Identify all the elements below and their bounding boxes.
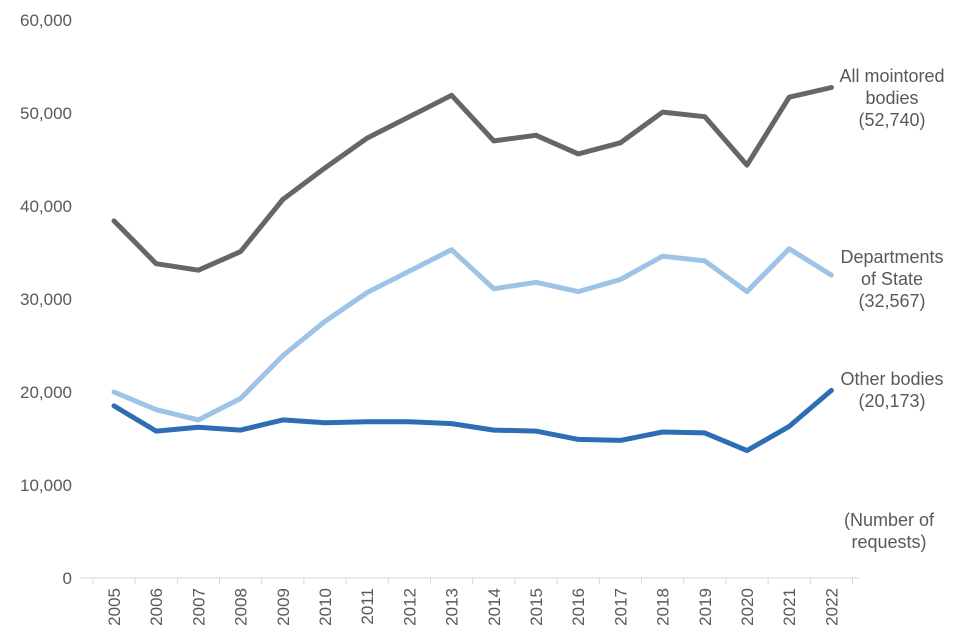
x-tick-label: 2010	[316, 588, 335, 626]
x-tick-label: 2017	[611, 588, 630, 626]
y-tick-label: 30,000	[20, 290, 72, 309]
x-tick-label: 2013	[443, 588, 462, 626]
x-tick-label: 2021	[780, 588, 799, 626]
series-label: Departments	[840, 247, 943, 267]
y-tick-label: 60,000	[20, 11, 72, 30]
x-tick-label: 2020	[738, 588, 757, 626]
x-tick-label: 2011	[358, 588, 377, 625]
series-label: (52,740)	[858, 110, 925, 130]
x-tick-label: 2015	[527, 588, 546, 626]
series-line-2	[111, 387, 834, 454]
y-tick-label: 20,000	[20, 383, 72, 402]
unit-note-line-2: requests)	[851, 532, 926, 552]
series-lines	[111, 85, 834, 454]
x-tick-label: 2006	[147, 588, 166, 626]
series-line-1	[111, 246, 834, 423]
series-label: (32,567)	[858, 291, 925, 311]
x-tick-label: 2018	[654, 588, 673, 626]
y-tick-label: 0	[63, 569, 72, 588]
series-label: of State	[861, 269, 923, 289]
series-label: All mointored	[839, 66, 944, 86]
y-axis: 0 10,000 20,000 30,000 40,000 50,000 60,000	[20, 11, 72, 588]
x-axis: 2005 2006 2007 2008 2009 2010 2011 2012 2013 2014…	[80, 577, 860, 626]
x-tick-label: 2019	[696, 588, 715, 626]
series-line-0	[111, 85, 834, 273]
x-tick-label: 2008	[232, 588, 251, 626]
x-tick-label: 2012	[400, 588, 419, 626]
series-label: Other bodies	[840, 369, 943, 389]
y-tick-label: 40,000	[20, 197, 72, 216]
x-tick-label: 2005	[105, 588, 124, 626]
x-tick-label: 2007	[189, 588, 208, 626]
x-tick-label: 2009	[274, 588, 293, 626]
unit-note-line-1: (Number of	[844, 510, 935, 530]
y-tick-label: 10,000	[20, 476, 72, 495]
series-label: (20,173)	[858, 391, 925, 411]
x-tick-label: 2016	[569, 588, 588, 626]
y-tick-label: 50,000	[20, 104, 72, 123]
series-label: bodies	[865, 88, 918, 108]
x-tick-label: 2014	[485, 588, 504, 626]
x-tick-label: 2022	[822, 588, 841, 626]
